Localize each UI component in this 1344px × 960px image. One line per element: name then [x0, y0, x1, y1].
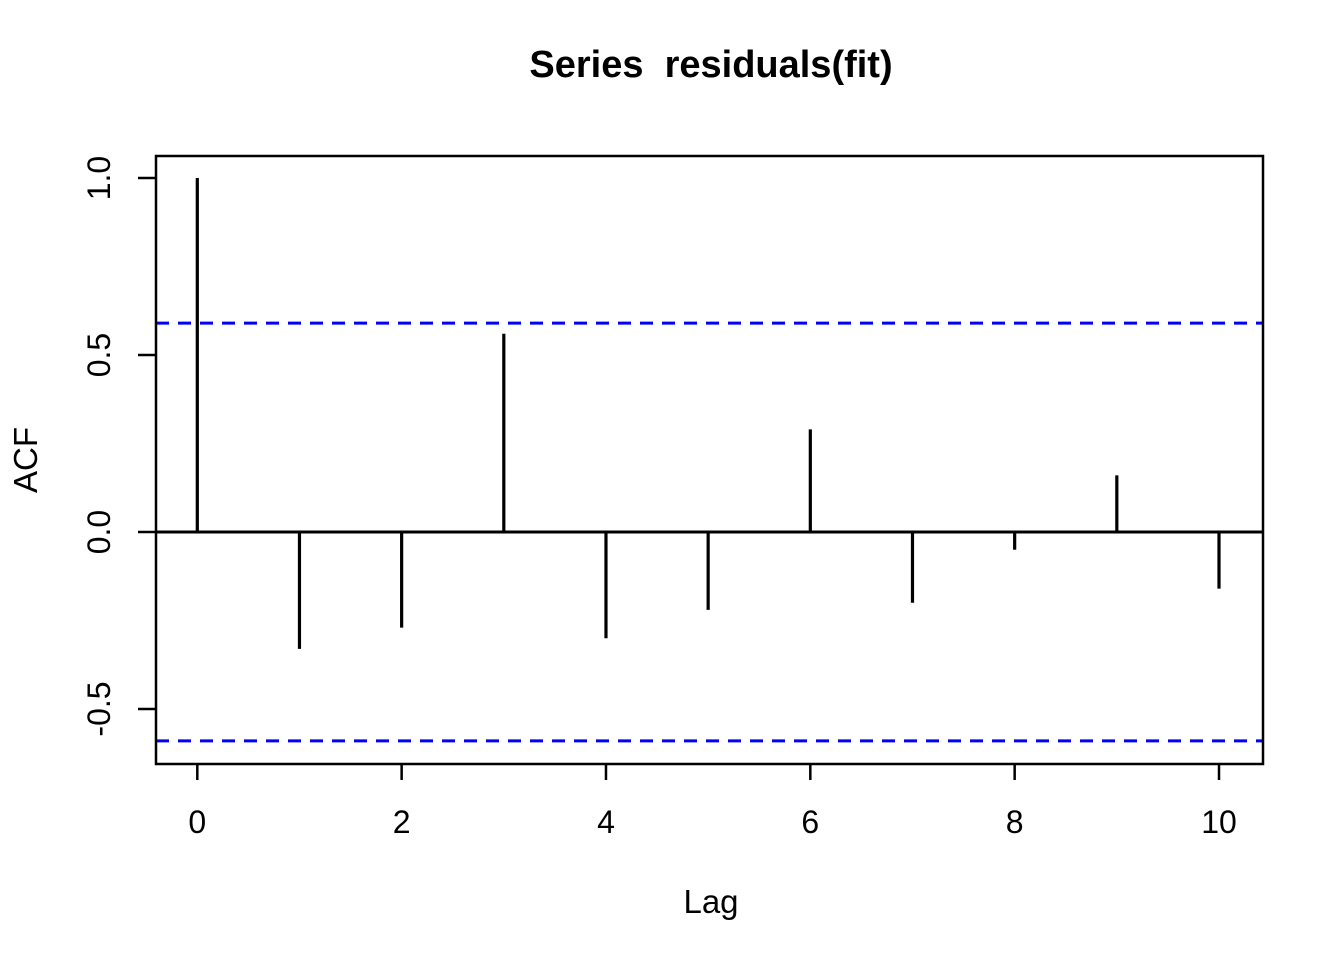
- y-axis-title: ACF: [7, 427, 44, 493]
- y-tick-label: -0.5: [81, 681, 117, 736]
- y-tick-label: 0.5: [81, 333, 117, 377]
- y-tick-label: 1.0: [81, 156, 117, 200]
- bars-layer: [195, 178, 1221, 649]
- x-tick-label: 0: [188, 804, 206, 840]
- chart-title: Series residuals(fit): [529, 44, 892, 86]
- plot-box: [154, 154, 1265, 766]
- y-axis-layer: 1.0 0.5 0.0 -0.5: [81, 156, 156, 737]
- confidence-lines-layer: [156, 321, 1263, 743]
- x-tick-label: 10: [1201, 804, 1237, 840]
- x-axis-layer: 0 2 4 6 8 10: [188, 764, 1237, 840]
- x-tick-label: 8: [1006, 804, 1024, 840]
- x-tick-label: 2: [393, 804, 411, 840]
- x-axis-title: Lag: [683, 883, 738, 920]
- x-tick-label: 6: [801, 804, 819, 840]
- y-tick-label: 0.0: [81, 510, 117, 554]
- x-tick-label: 4: [597, 804, 615, 840]
- plot-box-layer: [154, 154, 1265, 766]
